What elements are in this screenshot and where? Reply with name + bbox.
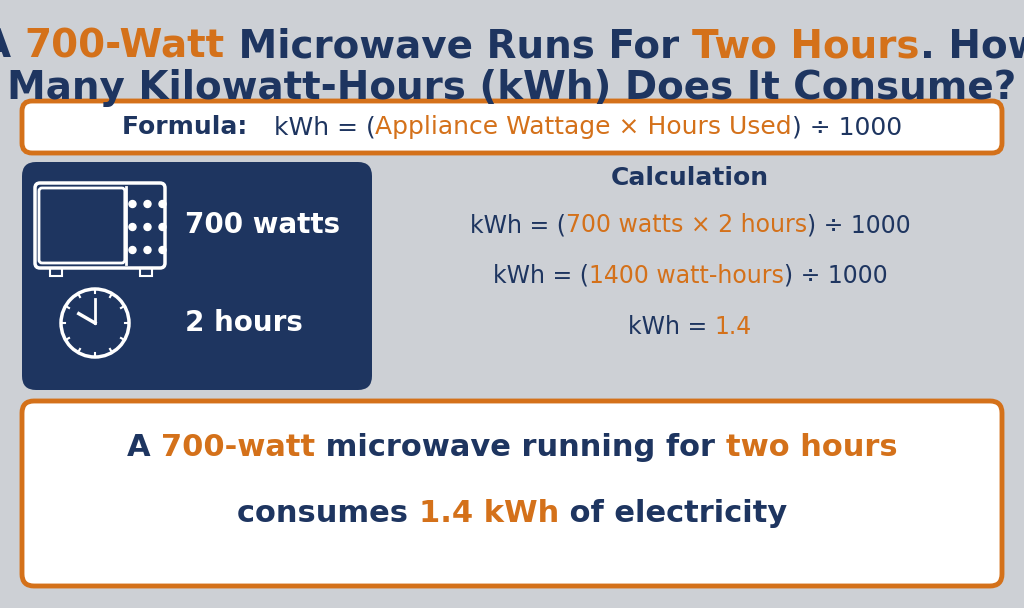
Circle shape: [129, 201, 136, 207]
Text: A: A: [127, 434, 161, 463]
FancyBboxPatch shape: [22, 401, 1002, 586]
Text: . How: . How: [920, 27, 1024, 65]
FancyBboxPatch shape: [10, 8, 1014, 600]
Circle shape: [144, 246, 151, 254]
Circle shape: [159, 246, 166, 254]
Text: kWh = (: kWh = (: [493, 264, 589, 288]
Circle shape: [144, 224, 151, 230]
Text: Formula:: Formula:: [122, 115, 273, 139]
Text: A: A: [0, 27, 25, 65]
Text: 700-Watt: 700-Watt: [25, 27, 224, 65]
Text: ) ÷ 1000: ) ÷ 1000: [807, 213, 910, 237]
Circle shape: [129, 246, 136, 254]
Text: two hours: two hours: [726, 434, 897, 463]
Circle shape: [129, 224, 136, 230]
Bar: [140, 268, 152, 276]
Text: 700-watt: 700-watt: [161, 434, 315, 463]
Text: kWh = (: kWh = (: [273, 115, 375, 139]
Text: Calculation: Calculation: [611, 166, 769, 190]
Text: 700 watts: 700 watts: [185, 211, 340, 239]
Text: kWh =: kWh =: [628, 315, 715, 339]
Text: 1.4: 1.4: [715, 315, 752, 339]
Text: kWh = (: kWh = (: [470, 213, 565, 237]
Text: Two Hours: Two Hours: [692, 27, 920, 65]
Text: Appliance Wattage × Hours Used: Appliance Wattage × Hours Used: [375, 115, 792, 139]
Text: 700 watts × 2 hours: 700 watts × 2 hours: [565, 213, 807, 237]
Text: 1.4 kWh: 1.4 kWh: [419, 499, 559, 528]
Text: Microwave Runs For: Microwave Runs For: [224, 27, 692, 65]
Circle shape: [159, 224, 166, 230]
Text: of electricity: of electricity: [559, 499, 787, 528]
Circle shape: [159, 201, 166, 207]
FancyBboxPatch shape: [22, 101, 1002, 153]
Text: Many Kilowatt-Hours (kWh) Does It Consume?: Many Kilowatt-Hours (kWh) Does It Consum…: [7, 69, 1017, 107]
Text: ) ÷ 1000: ) ÷ 1000: [783, 264, 887, 288]
FancyBboxPatch shape: [22, 162, 372, 390]
Bar: [50, 268, 62, 276]
Text: 1400 watt-hours: 1400 watt-hours: [589, 264, 783, 288]
Text: microwave running for: microwave running for: [315, 434, 726, 463]
Text: 2 hours: 2 hours: [185, 309, 303, 337]
Circle shape: [144, 201, 151, 207]
Text: consumes: consumes: [237, 499, 419, 528]
Text: ) ÷ 1000: ) ÷ 1000: [792, 115, 902, 139]
